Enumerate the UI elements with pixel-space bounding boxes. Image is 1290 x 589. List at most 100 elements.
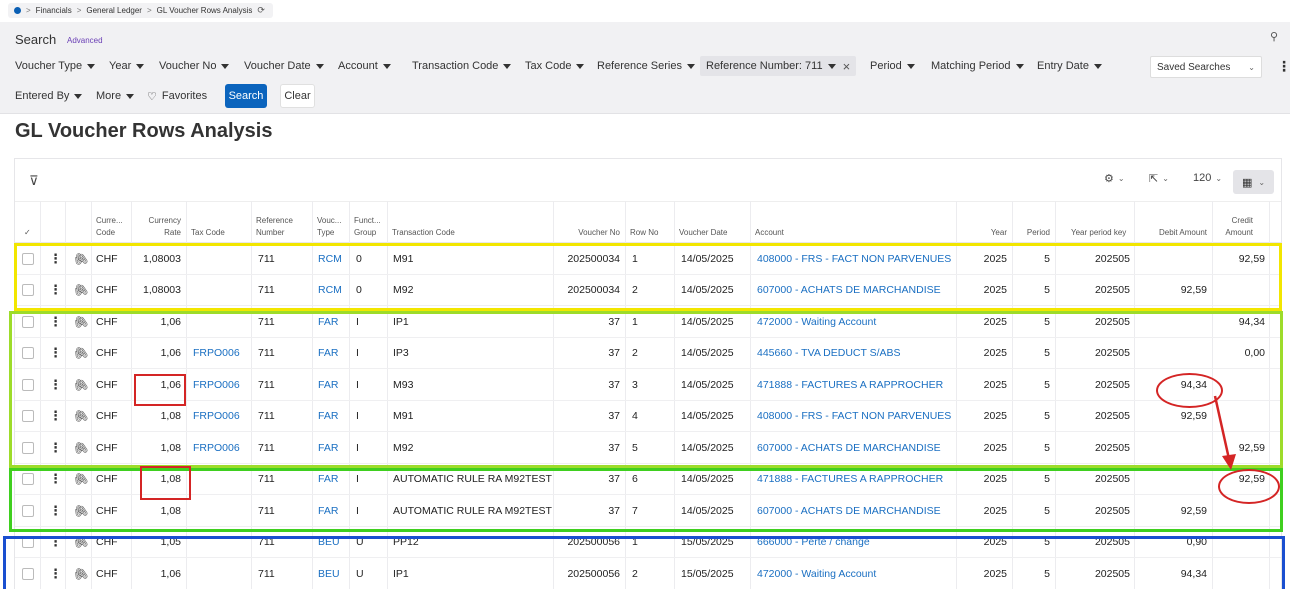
checkbox[interactable]: [22, 347, 34, 359]
cell-tax-code[interactable]: FRPO006: [193, 347, 240, 359]
row-actions[interactable]: ⋮: [49, 275, 62, 306]
cell-voucher-type[interactable]: FAR: [318, 378, 339, 391]
row-actions[interactable]: ⋮: [49, 243, 62, 274]
paperclip-icon[interactable]: 🖇: [71, 375, 91, 394]
favorites-button[interactable]: ♡ Favorites: [147, 90, 208, 103]
cell-tax-code[interactable]: [193, 464, 249, 495]
cell-voucher-type[interactable]: FAR: [318, 504, 339, 517]
breadcrumb-general-ledger[interactable]: General Ledger: [86, 6, 142, 15]
row-actions[interactable]: ⋮: [49, 464, 62, 495]
cell-tax-code[interactable]: [193, 558, 249, 589]
close-icon[interactable]: ×: [842, 58, 851, 74]
row-attachment[interactable]: 🖇: [71, 495, 91, 526]
checkbox[interactable]: [22, 473, 34, 485]
row-attachment[interactable]: 🖇: [71, 306, 90, 337]
filter-transaction-code[interactable]: Transaction Code: [412, 56, 512, 76]
filter-reference-series[interactable]: Reference Series: [597, 56, 695, 76]
cell-tax-code[interactable]: [193, 275, 249, 306]
cell-account[interactable]: 607000 - ACHATS DE MARCHANDISE: [757, 284, 941, 296]
row-checkbox[interactable]: [22, 527, 34, 558]
row-checkbox[interactable]: [22, 432, 34, 463]
paperclip-icon[interactable]: 🖇: [71, 501, 91, 520]
filter-tax-code[interactable]: Tax Code: [525, 56, 585, 76]
column-header-year[interactable]: Year: [990, 228, 1007, 237]
kebab-icon[interactable]: ⋮: [49, 345, 62, 360]
row-actions[interactable]: ⋮: [49, 432, 62, 463]
export-menu[interactable]: ⇱ ⌄: [1149, 172, 1169, 185]
paperclip-icon[interactable]: 🖇: [71, 532, 91, 552]
cell-voucher-type[interactable]: RCM: [318, 252, 342, 265]
row-attachment[interactable]: 🖇: [71, 243, 90, 274]
row-attachment[interactable]: 🖇: [71, 558, 90, 589]
filter-entered-by[interactable]: Entered By: [15, 86, 83, 106]
row-attachment[interactable]: 🖇: [71, 369, 91, 400]
filter-more[interactable]: More: [96, 86, 135, 106]
column-header-account[interactable]: Account: [755, 228, 784, 237]
kebab-icon[interactable]: ⋮: [49, 471, 62, 486]
cell-tax-code[interactable]: [193, 495, 249, 526]
cell-voucher-type[interactable]: FAR: [318, 315, 339, 328]
table-row[interactable]: ⋮ 🖇 CHF 1,08 711 FAR I AUTOMATIC RULE RA M92TES…: [15, 495, 1281, 527]
column-header-year-period-key[interactable]: Year period key: [1071, 228, 1127, 237]
checkbox[interactable]: [22, 284, 34, 296]
filter-voucher-type[interactable]: Voucher Type: [15, 56, 96, 76]
paperclip-icon[interactable]: 🖇: [71, 343, 91, 363]
row-checkbox[interactable]: [22, 243, 34, 274]
table-row[interactable]: ⋮ 🖇 CHF 1,08 711 FAR I AUTOMATIC RULE RA M92TES…: [15, 464, 1281, 495]
cell-voucher-type[interactable]: RCM: [318, 284, 342, 296]
filter-year[interactable]: Year: [109, 56, 145, 76]
paperclip-icon[interactable]: 🖇: [71, 406, 91, 426]
cell-account[interactable]: 471888 - FACTURES A RAPPROCHER: [757, 378, 944, 391]
checkbox[interactable]: [22, 504, 34, 517]
kebab-icon[interactable]: ⋮: [1277, 58, 1290, 74]
column-header-voucher-type[interactable]: Vouc... Type: [317, 216, 342, 237]
filter-account[interactable]: Account: [338, 56, 391, 76]
checkbox[interactable]: [22, 252, 34, 265]
table-row[interactable]: ⋮ 🖇 CHF 1,06 FRPO006 711 FAR I IP3 37 2 14/05/2025 4…: [15, 338, 1281, 369]
row-actions[interactable]: ⋮: [49, 338, 62, 369]
row-actions[interactable]: ⋮: [49, 495, 62, 526]
row-attachment[interactable]: 🖇: [71, 401, 91, 432]
cell-account[interactable]: 607000 - ACHATS DE MARCHANDISE: [757, 504, 941, 517]
kebab-icon[interactable]: ⋮: [49, 282, 62, 297]
paperclip-icon[interactable]: 🖇: [71, 280, 91, 300]
checkbox[interactable]: [22, 441, 34, 454]
column-header-row-no[interactable]: Row No: [630, 228, 659, 237]
pin-icon[interactable]: ⚲: [1269, 31, 1278, 43]
column-header-transaction-code[interactable]: Transaction Code: [392, 228, 455, 237]
filter-reference-number[interactable]: Reference Number: 711 ×: [700, 56, 857, 76]
table-row[interactable]: ⋮ 🖇 CHF 1,06 FRPO006 711 FAR I M93 37 3 14/05/2025 4…: [15, 369, 1281, 401]
cell-voucher-type[interactable]: FAR: [318, 410, 339, 422]
checkbox[interactable]: [22, 378, 34, 391]
column-header-currency-code[interactable]: Curre... Code: [96, 216, 123, 237]
cell-voucher-type[interactable]: BEU: [318, 567, 340, 580]
column-header-reference-number[interactable]: Reference Number: [256, 216, 293, 237]
column-header-tax-code[interactable]: Tax Code: [191, 228, 225, 237]
cell-account[interactable]: 471888 - FACTURES A RAPPROCHER: [757, 473, 944, 485]
kebab-icon[interactable]: ⋮: [49, 408, 62, 423]
table-layout-button[interactable]: ▦ ⌄: [1233, 170, 1274, 194]
kebab-icon[interactable]: ⋮: [49, 250, 62, 266]
checkbox[interactable]: [22, 567, 34, 580]
table-row[interactable]: ⋮ 🖇 CHF 1,05 711 BEU U PP12 202500056 1 15/05/2025…: [15, 527, 1281, 558]
cell-tax-code[interactable]: [193, 243, 249, 274]
column-header-credit-amount[interactable]: Credit Amount: [1225, 216, 1253, 237]
column-header-voucher-no[interactable]: Voucher No: [578, 228, 620, 237]
cell-voucher-type[interactable]: FAR: [318, 441, 339, 454]
advanced-search-link[interactable]: Advanced: [67, 36, 103, 45]
row-attachment[interactable]: 🖇: [71, 527, 91, 558]
checkbox[interactable]: [22, 536, 34, 548]
cell-account[interactable]: 408000 - FRS - FACT NON PARVENUES: [757, 252, 952, 265]
cell-tax-code[interactable]: [193, 306, 249, 337]
checkbox[interactable]: [22, 315, 34, 328]
filter-voucher-no[interactable]: Voucher No: [159, 56, 230, 76]
cell-tax-code[interactable]: FRPO006: [193, 441, 240, 454]
row-checkbox[interactable]: [22, 338, 34, 369]
kebab-icon[interactable]: ⋮: [49, 565, 62, 581]
cell-account[interactable]: 408000 - FRS - FACT NON PARVENUES: [757, 410, 952, 422]
kebab-icon[interactable]: ⋮: [49, 502, 62, 518]
filter-entry-date[interactable]: Entry Date: [1037, 56, 1102, 76]
cell-tax-code[interactable]: FRPO006: [193, 410, 240, 422]
cell-account[interactable]: 607000 - ACHATS DE MARCHANDISE: [757, 441, 941, 454]
filter-icon[interactable]: ⊽: [29, 173, 39, 188]
